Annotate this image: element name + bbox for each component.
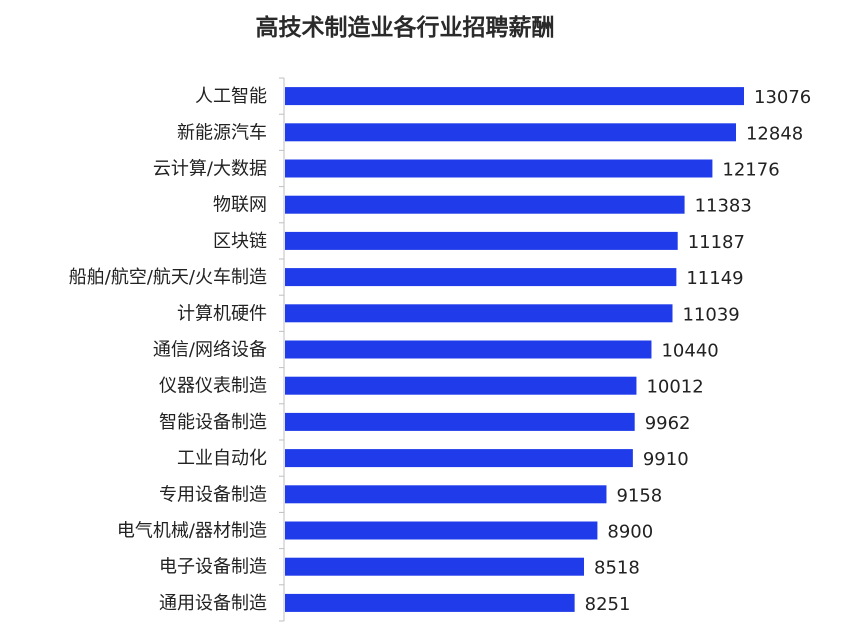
bar	[285, 449, 633, 468]
data-label: 12176	[722, 160, 779, 181]
bar	[285, 412, 635, 431]
bar	[285, 593, 575, 612]
data-label: 11187	[688, 232, 745, 253]
bar	[285, 485, 607, 504]
category-label: 工业自动化	[177, 448, 267, 469]
category-label: 专用设备制造	[159, 484, 267, 505]
category-label: 通用设备制造	[159, 593, 267, 614]
bar	[285, 159, 713, 178]
category-label: 智能设备制造	[159, 412, 267, 433]
bar	[285, 268, 677, 287]
category-label: 新能源汽车	[177, 122, 267, 143]
category-label: 区块链	[213, 231, 267, 252]
data-label: 11383	[695, 196, 752, 217]
data-label: 11039	[682, 304, 739, 325]
category-label: 仪器仪表制造	[159, 376, 267, 397]
data-label: 9158	[616, 485, 662, 506]
data-label: 10012	[646, 377, 703, 398]
category-label: 人工智能	[195, 86, 267, 107]
data-label: 8518	[594, 558, 640, 579]
category-label: 云计算/大数据	[153, 159, 267, 180]
data-label: 13076	[754, 87, 811, 108]
chart-title: 高技术制造业各行业招聘薪酬	[255, 15, 555, 41]
category-label: 计算机硬件	[177, 303, 267, 324]
data-label: 8900	[607, 522, 653, 543]
data-label: 9962	[645, 413, 691, 434]
category-label: 通信/网络设备	[153, 340, 267, 361]
category-label: 船舶/航空/航天/火车制造	[69, 267, 267, 288]
data-label: 8251	[585, 594, 631, 615]
bar	[285, 304, 673, 323]
bar	[285, 195, 685, 214]
data-label: 12848	[746, 123, 803, 144]
category-label: 电气机械/器材制造	[117, 521, 267, 542]
bar	[285, 340, 652, 359]
bar	[285, 123, 736, 142]
bar	[285, 87, 744, 106]
data-label: 10440	[661, 341, 718, 362]
bar	[285, 231, 678, 250]
data-label: 11149	[686, 268, 743, 289]
bar	[285, 376, 637, 395]
category-label: 物联网	[213, 195, 267, 216]
bar	[285, 521, 598, 540]
bar	[285, 557, 585, 576]
data-label: 9910	[643, 449, 689, 470]
category-label: 电子设备制造	[159, 557, 267, 578]
